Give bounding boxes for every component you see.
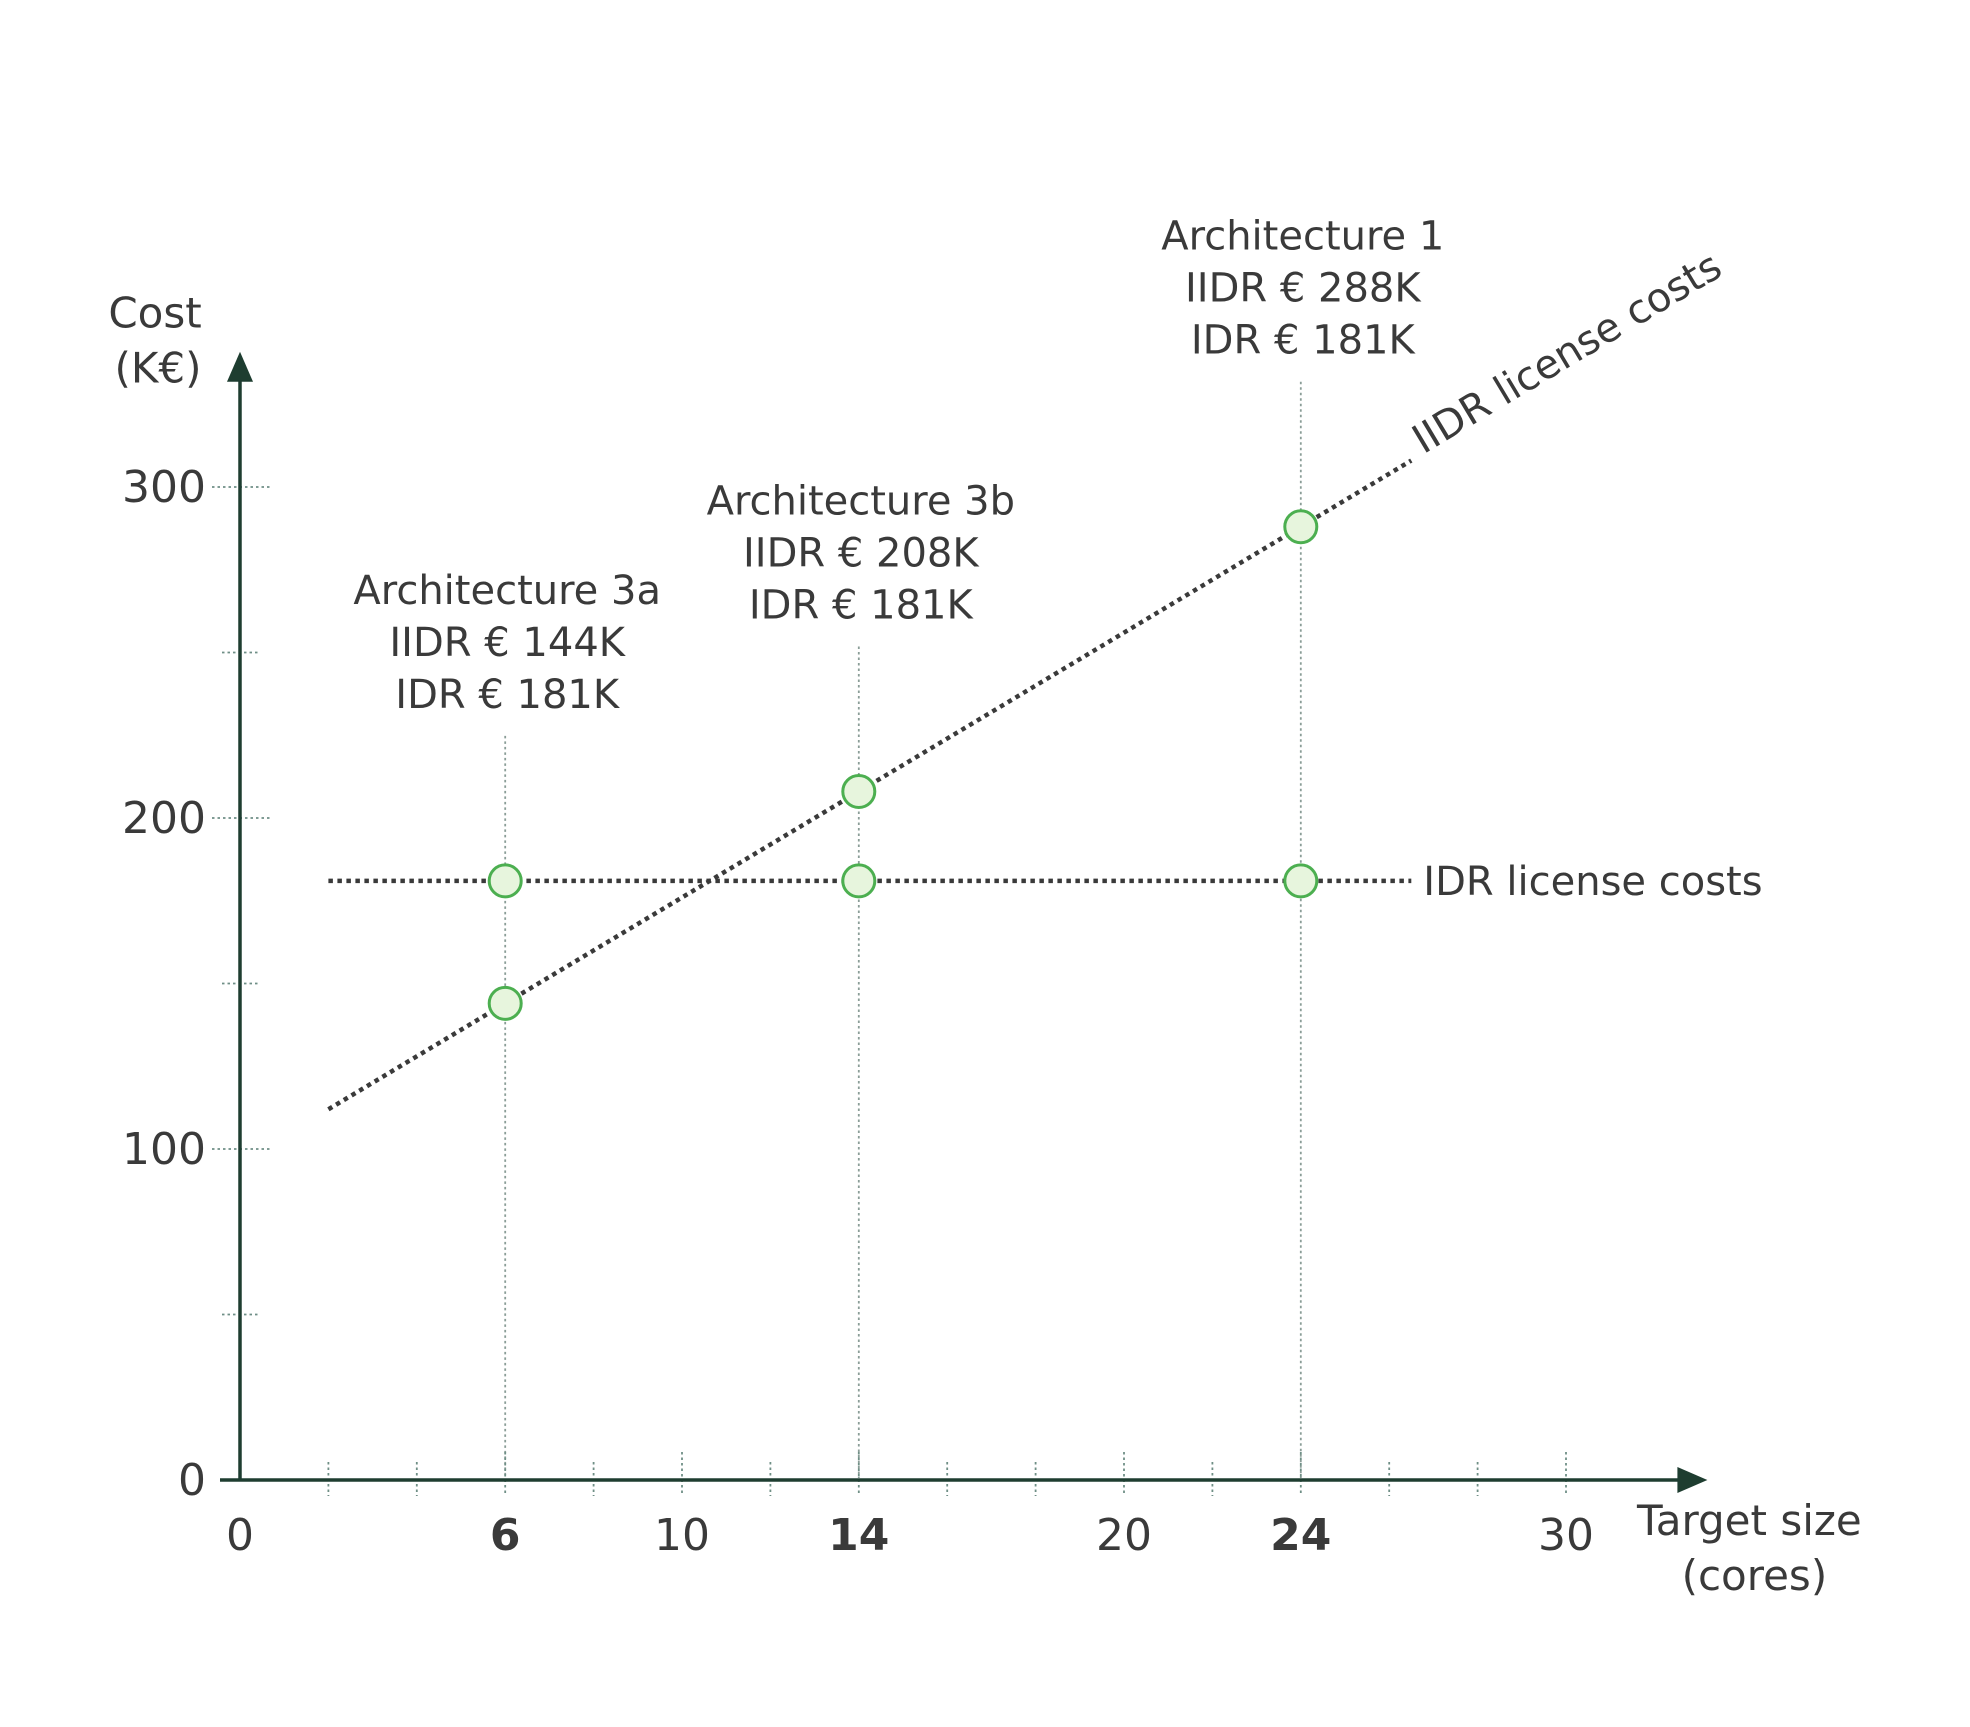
axes	[220, 351, 1708, 1493]
series-label-idr: IDR license costs	[1423, 859, 1762, 905]
annotation-value: IIDR € 144K	[389, 620, 626, 666]
x-tick-label: 20	[1096, 1510, 1152, 1561]
y-tick-label: 0	[178, 1455, 206, 1506]
x-tick-label: 0	[226, 1510, 254, 1561]
axis-ticks: 0 100 200 300 0 6 10 14 20 24 30	[122, 462, 1594, 1561]
x-tick-label: 14	[828, 1510, 889, 1561]
y-axis-title-line-2: (K€)	[114, 344, 201, 393]
data-point-idr	[487, 863, 523, 899]
annotation-title: Architecture 1	[1161, 214, 1444, 260]
annotation-value: IDR € 181K	[1191, 318, 1417, 364]
y-axis-title-line-1: Cost	[108, 289, 201, 338]
x-tick-label: 6	[490, 1510, 521, 1561]
annotation-value: IIDR € 208K	[743, 531, 980, 577]
y-axis-arrow-icon	[227, 351, 253, 382]
annotation-title: Architecture 3b	[707, 479, 1015, 525]
data-point-iidr	[841, 774, 877, 810]
annotation-value: IDR € 181K	[395, 672, 621, 718]
annotation-value: IIDR € 288K	[1185, 266, 1422, 312]
data-point-iidr	[487, 985, 523, 1021]
x-tick-label: 24	[1270, 1510, 1331, 1561]
data-point-idr	[841, 863, 877, 899]
x-axis-title-line-1: Target size	[1636, 1496, 1862, 1545]
chart-labels: Cost (K€) Target size (cores) IIDR licen…	[108, 214, 1861, 1600]
x-axis-title-line-2: (cores)	[1682, 1551, 1828, 1600]
x-axis-arrow-icon	[1677, 1467, 1708, 1493]
x-tick-label: 10	[654, 1510, 710, 1561]
annotation-value: IDR € 181K	[749, 583, 975, 629]
y-tick-label: 100	[122, 1124, 206, 1175]
y-tick-label: 300	[122, 462, 206, 513]
x-tick-label: 30	[1538, 1510, 1594, 1561]
data-points	[487, 509, 1319, 1021]
y-tick-label: 200	[122, 793, 206, 844]
annotation-title: Architecture 3a	[353, 568, 661, 614]
data-point-iidr	[1283, 509, 1319, 545]
data-point-idr	[1283, 863, 1319, 899]
series-label-iidr: IIDR license costs	[1405, 243, 1730, 463]
